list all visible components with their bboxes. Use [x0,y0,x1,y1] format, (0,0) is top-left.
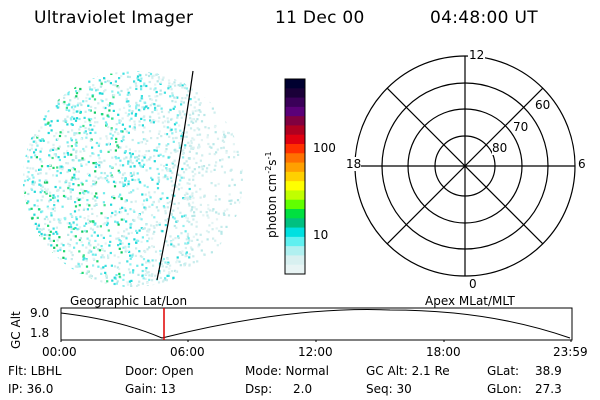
info-ip: IP: 36.0 [8,382,54,396]
colorbar-segment [285,264,305,275]
polar-ring-label-80: 80 [492,141,508,155]
auroral-speckle [23,71,243,287]
timeline-right-title: Apex MLat/MLT [425,294,515,308]
colorbar-segment [285,79,305,89]
info-glon-label: GLon: [487,382,522,396]
date-label: 11 Dec 00 [275,8,365,28]
timeline-xtick-2359: 23:59 [553,345,588,359]
timeline-xtick-1200: 12:00 [298,345,333,359]
colorbar-segment [285,116,305,126]
polar-ring-label-70: 70 [513,120,529,134]
colorbar-segment [285,162,305,173]
timeline-ylabel: GC Alt [9,311,23,349]
info-door: Door: Open [125,364,194,378]
polar-grid [354,55,576,277]
colorbar-tick-10: 10 [313,228,329,242]
timeline-left-title: Geographic Lat/Lon [70,294,188,308]
timeline-ytick-low: 1.8 [30,326,50,340]
instrument-title: Ultraviolet Imager [34,8,194,28]
colorbar-segment [285,209,305,219]
colorbar-segment [285,255,305,266]
timeline-ytick-high: 9.0 [30,306,50,320]
timeline-xtick-0000: 00:00 [42,345,77,359]
timeline-xtick-0600: 06:00 [170,345,205,359]
polar-label-6: 6 [578,157,586,171]
colorbar-segment [285,88,305,99]
colorbar-segment [285,227,305,238]
colorbar-segment [285,171,305,182]
info-mode: Mode: Normal [245,364,329,378]
polar-label-0: 0 [468,277,478,291]
info-dsp-value: 2.0 [293,382,313,396]
info-gain: Gain: 13 [125,382,176,396]
colorbar-segment [285,218,305,229]
colorbar-segment [285,153,305,164]
colorbar-segment [285,181,305,191]
info-seq: Seq: 30 [366,382,412,396]
colorbar [284,78,306,275]
colorbar-segment [285,190,305,201]
colorbar-segment [285,134,305,145]
colorbar-segment [285,97,305,108]
time-label: 04:48:00 UT [430,8,538,28]
auroral-image [23,70,243,287]
colorbar-segment [285,106,305,117]
colorbar-unit-label: photon cm-2s-1 [264,151,279,238]
altitude-curve [60,309,571,339]
colorbar-segment [285,199,305,210]
colorbar-segment [285,144,305,154]
info-flt: Flt: LBHL [8,364,62,378]
polar-ring-label-60: 60 [535,98,551,112]
timeline-xtick-1800: 18:00 [426,345,461,359]
info-glon-value: 27.3 [535,382,562,396]
colorbar-segment [285,125,305,136]
polar-label-12: 12 [468,48,486,62]
info-glat-label: GLat: [487,364,520,378]
altitude-timeline [60,307,573,342]
info-dsp-label: Dsp: [245,382,273,396]
colorbar-segment [285,246,305,256]
terminator-line [156,70,194,281]
polar-label-18: 18 [346,157,362,171]
info-gcalt: GC Alt: 2.1 Re [366,364,450,378]
colorbar-segment [285,236,305,247]
colorbar-tick-100: 100 [313,141,336,155]
info-glat-value: 38.9 [535,364,562,378]
